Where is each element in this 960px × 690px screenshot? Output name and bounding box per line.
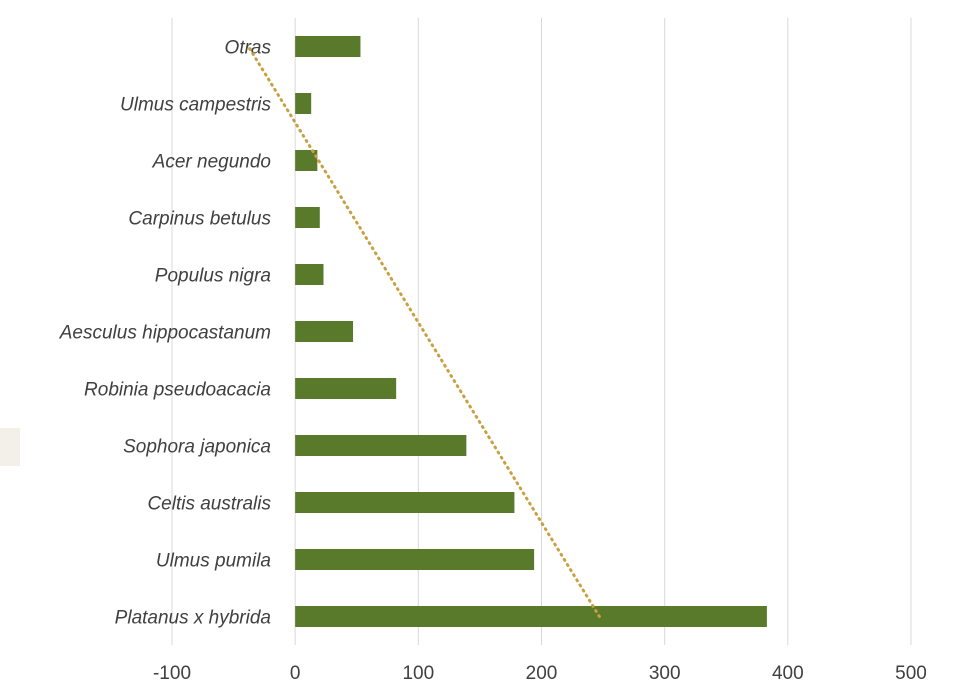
bar bbox=[295, 492, 515, 513]
trendline bbox=[246, 45, 601, 618]
tick-label: 0 bbox=[290, 663, 301, 684]
tick-label: 200 bbox=[526, 663, 558, 684]
category-label: Populus nigra bbox=[155, 266, 271, 287]
category-label: Otras bbox=[225, 38, 272, 59]
bar bbox=[295, 321, 354, 342]
cropped-side-box bbox=[0, 428, 20, 466]
category-label: Ulmus campestris bbox=[120, 95, 271, 116]
category-label: Robinia pseudoacacia bbox=[84, 380, 271, 401]
bar bbox=[295, 549, 535, 570]
bar bbox=[295, 606, 767, 627]
bar bbox=[295, 435, 467, 456]
bar bbox=[295, 93, 312, 114]
bar bbox=[295, 36, 361, 57]
category-label: Celtis australis bbox=[147, 494, 271, 515]
category-label: Acer negundo bbox=[152, 152, 271, 173]
tick-label: 400 bbox=[772, 663, 804, 684]
category-label: Ulmus pumila bbox=[156, 551, 271, 572]
tick-label: -100 bbox=[153, 663, 191, 684]
tick-label: 100 bbox=[402, 663, 434, 684]
tick-label: 300 bbox=[649, 663, 681, 684]
category-label: Carpinus betulus bbox=[128, 209, 271, 230]
bar bbox=[295, 207, 320, 228]
bar bbox=[295, 264, 324, 285]
bar bbox=[295, 378, 397, 399]
category-label: Sophora japonica bbox=[123, 437, 271, 458]
category-label: Aesculus hippocastanum bbox=[59, 323, 271, 344]
bar bbox=[295, 150, 318, 171]
tick-label: 500 bbox=[895, 663, 927, 684]
category-label: Platanus x hybrida bbox=[115, 608, 271, 629]
